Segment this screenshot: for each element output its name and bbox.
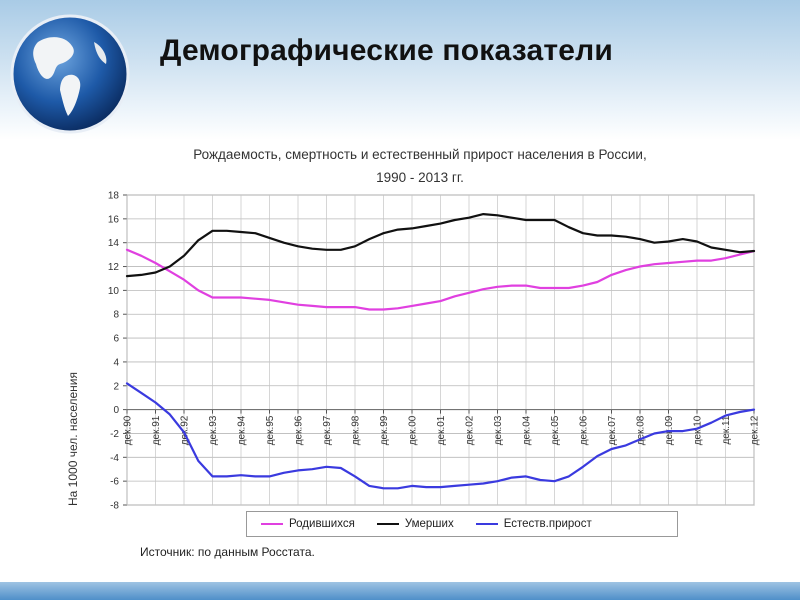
chart-title-line-1: Рождаемость, смертность и естественный п…: [193, 147, 647, 162]
y-tick-label: 0: [113, 405, 119, 416]
x-tick-label: дек.95: [265, 415, 276, 445]
series-deaths-line: [125, 212, 756, 278]
x-tick-label: дек.00: [408, 415, 419, 445]
legend-label-deaths: Умерших: [404, 518, 454, 530]
x-tick-label: дек.90: [123, 415, 134, 445]
x-tick-label: дек.03: [493, 415, 504, 445]
y-tick-label: -4: [110, 453, 119, 464]
y-tick-label: 10: [108, 286, 120, 297]
chart-legend: Родившихся Умерших Естеств.прирост: [246, 511, 678, 537]
y-tick-label: 12: [108, 262, 120, 273]
y-tick-label: 6: [113, 334, 119, 345]
y-tick-label: 14: [108, 238, 120, 249]
legend-swatch-deaths: [376, 523, 399, 525]
legend-item-deaths: Умерших: [376, 518, 454, 530]
x-tick-label: дек.06: [579, 415, 590, 445]
y-tick-label: 8: [113, 310, 119, 321]
x-tick-label: дек.11: [721, 415, 732, 444]
series-natural-increase-line: [125, 382, 756, 490]
series-births-line: [125, 248, 756, 311]
x-tick-label: дек.08: [636, 415, 647, 445]
line-chart: -8 -6 -4 -2 0 2 4 6 8 10 12 14 16 18 дек.90 дек.91 дек.9…: [108, 191, 761, 511]
y-tick-label: -2: [110, 429, 119, 440]
globe-icon: [10, 14, 130, 134]
y-tick-label: -6: [110, 477, 119, 488]
legend-swatch-natural-increase: [475, 523, 498, 525]
source-note: Источник: по данным Росстата.: [140, 545, 315, 559]
y-tick-label: 2: [113, 381, 119, 392]
x-tick-label: дек.96: [294, 415, 305, 445]
y-tick-label: 4: [113, 357, 119, 368]
x-tick-label: дек.91: [151, 415, 162, 445]
legend-item-births: Родившихся: [261, 518, 355, 530]
x-tick-label: дек.99: [379, 415, 390, 445]
x-tick-label: дек.12: [750, 415, 761, 445]
x-tick-label: дек.02: [465, 415, 476, 445]
x-tick-label: дек.94: [237, 415, 248, 445]
y-tick-label: -8: [110, 501, 119, 511]
chart-title-line-2: 1990 - 2013 гг.: [376, 170, 464, 185]
x-tick-label: дек.92: [180, 415, 191, 445]
legend-swatch-births: [261, 523, 283, 525]
legend-item-natural-increase: Естеств.прирост: [475, 518, 592, 530]
y-tick-label: 16: [108, 214, 120, 225]
header-background: [0, 0, 800, 140]
x-tick-label: дек.04: [522, 415, 533, 445]
x-tick-label: дек.93: [208, 415, 219, 445]
x-tick-label: дек.05: [550, 415, 561, 445]
legend-label-natural-increase: Естеств.прирост: [503, 518, 592, 530]
y-axis-label: На 1000 чел. населения: [66, 372, 80, 506]
x-tick-label: дек.10: [693, 415, 704, 445]
x-tick-label: дек.98: [351, 415, 362, 445]
legend-label-births: Родившихся: [289, 518, 355, 530]
x-tick-label: дек.01: [436, 415, 447, 445]
x-tick-label: дек.97: [322, 415, 333, 445]
slide-title: Демографические показатели: [160, 34, 614, 67]
y-tick-label: 18: [108, 191, 120, 202]
chart-panel: Рождаемость, смертность и естественный п…: [66, 140, 770, 570]
bottom-bar: [0, 582, 800, 600]
x-tick-label: дек.07: [607, 415, 618, 445]
